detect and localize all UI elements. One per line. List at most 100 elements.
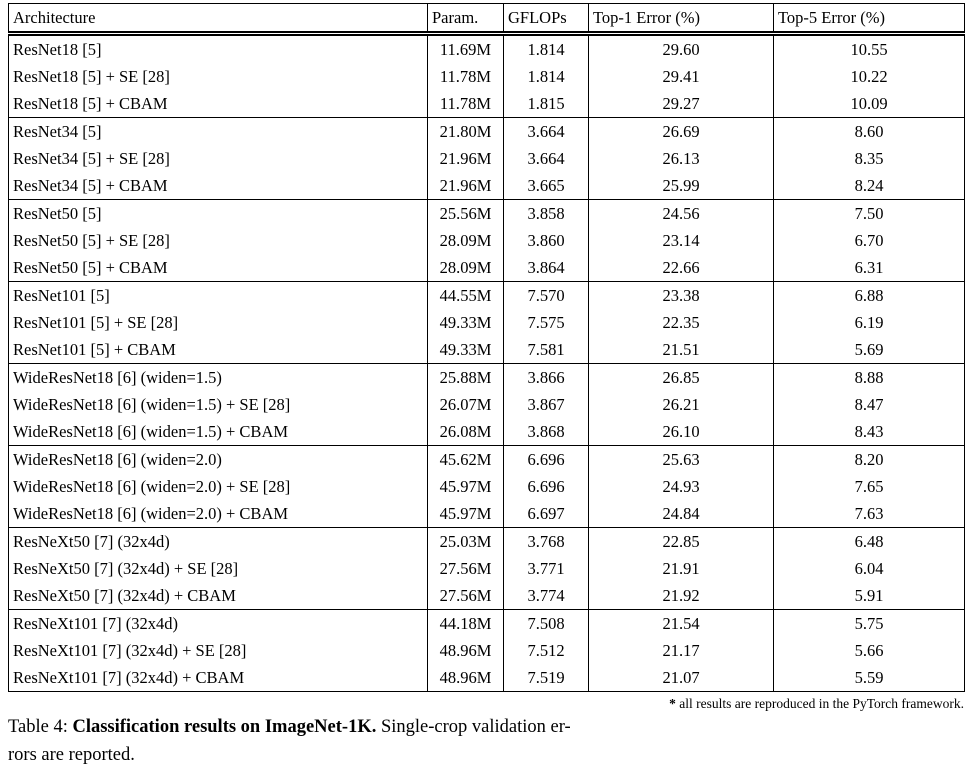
arch-cell: WideResNet18 [6] (widen=2.0) + SE [28]: [13, 477, 291, 496]
column-header-3: Top-1 Error (%): [588, 3, 774, 34]
table-row: WideResNet18 [6] (widen=1.5) + CBAM 26.08…: [9, 418, 965, 446]
param-cell: 27.56M: [427, 555, 504, 582]
param-cell: 11.78M: [427, 90, 504, 118]
table-row: WideResNet18 [6] (widen=1.5) + SE [28] 26…: [9, 391, 965, 418]
gflops-cell: 3.860: [503, 227, 589, 254]
arch-cell: WideResNet18 [6] (widen=2.0) + CBAM: [13, 504, 289, 523]
top1-cell: 21.54: [588, 609, 774, 637]
table-group-7: ResNeXt101 [7] (32x4d) 44.18M 7.508 21.54 5.…: [8, 609, 965, 692]
table-row: ResNet18 [5] + SE [28] 11.78M 1.814 29.41 10…: [9, 63, 965, 90]
caption-prefix: Table 4:: [8, 717, 73, 737]
gflops-cell: 7.575: [503, 309, 589, 336]
top5-cell: 10.22: [773, 63, 965, 90]
table-row: WideResNet18 [6] (widen=1.5) 25.88M 3.866 2…: [9, 363, 965, 391]
top1-cell: 26.85: [588, 363, 774, 391]
table-row: ResNet34 [5] + SE [28] 21.96M 3.664 26.13 8.…: [9, 145, 965, 172]
arch-cell: ResNet101 [5] + SE [28]: [13, 313, 179, 332]
table-row: WideResNet18 [6] (widen=2.0) + SE [28] 45…: [9, 473, 965, 500]
param-cell: 25.03M: [427, 527, 504, 555]
gflops-cell: 3.768: [503, 527, 589, 555]
param-cell: 21.96M: [427, 145, 504, 172]
table-caption: Table 4: Classification results on Image…: [8, 713, 966, 769]
top5-cell: 8.24: [773, 172, 965, 200]
param-cell: 25.88M: [427, 363, 504, 391]
arch-cell: ResNet101 [5]: [13, 286, 110, 305]
top5-cell: 7.50: [773, 199, 965, 227]
arch-cell: WideResNet18 [6] (widen=1.5) + SE [28]: [13, 395, 291, 414]
table-group-4: WideResNet18 [6] (widen=1.5) 25.88M 3.866 2…: [8, 363, 965, 446]
top1-cell: 24.93: [588, 473, 774, 500]
gflops-cell: 6.696: [503, 473, 589, 500]
param-cell: 45.97M: [427, 473, 504, 500]
param-cell: 26.08M: [427, 418, 504, 446]
table-group-1: ResNet34 [5] 21.80M 3.664 26.69 8.60 ResNet34…: [8, 117, 965, 200]
gflops-cell: 3.664: [503, 145, 589, 172]
top5-cell: 8.43: [773, 418, 965, 446]
top5-cell: 8.20: [773, 445, 965, 473]
top5-cell: 6.70: [773, 227, 965, 254]
top5-cell: 5.59: [773, 664, 965, 692]
gflops-cell: 3.868: [503, 418, 589, 446]
param-cell: 48.96M: [427, 637, 504, 664]
arch-cell: ResNet18 [5] + SE [28]: [13, 67, 170, 86]
header-row: Architecture Param. GFLOPs Top-1 Error (%) T…: [8, 3, 965, 34]
top5-cell: 5.75: [773, 609, 965, 637]
gflops-cell: 3.774: [503, 582, 589, 610]
param-cell: 11.69M: [427, 33, 504, 63]
top5-cell: 8.47: [773, 391, 965, 418]
caption-rest-line1: Single-crop validation er-: [376, 717, 571, 737]
arch-cell: ResNet101 [5] + CBAM: [13, 340, 176, 359]
table-row: ResNeXt101 [7] (32x4d) + SE [28] 48.96M 7.…: [9, 637, 965, 664]
top1-cell: 24.84: [588, 500, 774, 528]
top1-cell: 21.17: [588, 637, 774, 664]
footnote-text: all results are reproduced in the PyTorc…: [675, 696, 964, 711]
table-row: ResNeXt50 [7] (32x4d) 25.03M 3.768 22.85 6.4…: [9, 527, 965, 555]
table-row: ResNeXt50 [7] (32x4d) + SE [28] 27.56M 3.7…: [9, 555, 965, 582]
top1-cell: 24.56: [588, 199, 774, 227]
arch-cell: ResNet50 [5]: [13, 204, 102, 223]
top5-cell: 5.66: [773, 637, 965, 664]
top1-cell: 26.10: [588, 418, 774, 446]
gflops-cell: 1.814: [503, 33, 589, 63]
top5-cell: 6.48: [773, 527, 965, 555]
top1-cell: 21.51: [588, 336, 774, 364]
table-row: ResNet101 [5] + SE [28] 49.33M 7.575 22.35 6…: [9, 309, 965, 336]
arch-cell: ResNet18 [5]: [13, 40, 102, 59]
gflops-cell: 3.771: [503, 555, 589, 582]
table-group-5: WideResNet18 [6] (widen=2.0) 45.62M 6.696 2…: [8, 445, 965, 528]
top1-cell: 26.21: [588, 391, 774, 418]
param-cell: 21.80M: [427, 117, 504, 145]
top5-cell: 6.19: [773, 309, 965, 336]
top1-cell: 21.91: [588, 555, 774, 582]
top5-cell: 8.35: [773, 145, 965, 172]
gflops-cell: 3.864: [503, 254, 589, 282]
param-cell: 49.33M: [427, 309, 504, 336]
table-row: ResNet101 [5] 44.55M 7.570 23.38 6.88: [9, 281, 965, 309]
table-row: WideResNet18 [6] (widen=2.0) + CBAM 45.97…: [9, 500, 965, 528]
top1-cell: 25.63: [588, 445, 774, 473]
table-row: ResNet18 [5] + CBAM 11.78M 1.815 29.27 10.09: [9, 90, 965, 118]
top5-cell: 5.69: [773, 336, 965, 364]
top1-cell: 26.13: [588, 145, 774, 172]
arch-cell: ResNet34 [5] + CBAM: [13, 176, 168, 195]
top1-cell: 25.99: [588, 172, 774, 200]
arch-cell: ResNet50 [5] + SE [28]: [13, 231, 170, 250]
param-cell: 21.96M: [427, 172, 504, 200]
arch-cell: WideResNet18 [6] (widen=2.0): [13, 450, 222, 469]
param-cell: 45.97M: [427, 500, 504, 528]
arch-cell: ResNeXt101 [7] (32x4d) + CBAM: [13, 668, 245, 687]
top5-cell: 7.65: [773, 473, 965, 500]
gflops-cell: 1.815: [503, 90, 589, 118]
gflops-cell: 3.665: [503, 172, 589, 200]
footnote-marker: *: [669, 696, 676, 711]
table-row: ResNet18 [5] 11.69M 1.814 29.60 10.55: [9, 33, 965, 63]
table-row: ResNet101 [5] + CBAM 49.33M 7.581 21.51 5.69: [9, 336, 965, 364]
arch-cell: ResNet18 [5] + CBAM: [13, 94, 168, 113]
param-cell: 11.78M: [427, 63, 504, 90]
top1-cell: 22.85: [588, 527, 774, 555]
param-cell: 49.33M: [427, 336, 504, 364]
arch-cell: ResNeXt101 [7] (32x4d) + SE [28]: [13, 641, 247, 660]
arch-cell: WideResNet18 [6] (widen=1.5) + CBAM: [13, 422, 289, 441]
column-header-1: Param.: [427, 3, 504, 34]
